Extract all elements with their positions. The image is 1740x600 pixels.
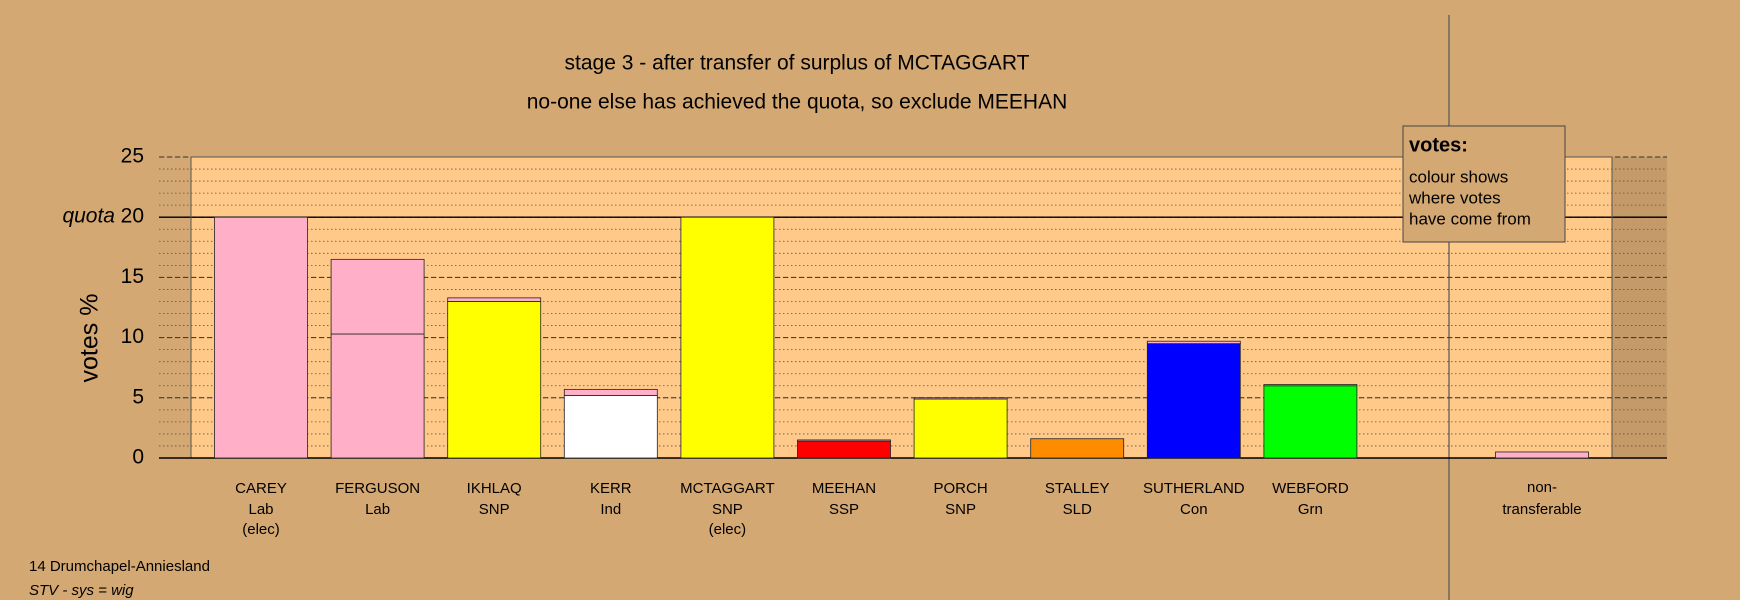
x-tick-label: (elec)	[242, 521, 280, 538]
x-tick-label: IKHLAQ	[467, 480, 522, 497]
x-tick-label: non-	[1527, 479, 1557, 496]
x-tick-label: FERGUSON	[335, 480, 420, 497]
bar-segment	[563, 388, 658, 396]
footer: 14 Drumchapel-Anniesland	[29, 558, 210, 575]
bar-segment	[913, 398, 1008, 459]
x-tick-label: SUTHERLAND	[1143, 480, 1245, 497]
bar-segment	[797, 439, 891, 442]
x-tick-label: SNP	[945, 501, 976, 518]
y-tick-label: 0	[132, 446, 144, 469]
bar-segment	[330, 333, 425, 459]
x-tick-label: KERR	[590, 480, 632, 497]
x-tick-label: Lab	[365, 501, 390, 518]
legend-text: colour shows	[1409, 167, 1508, 186]
bar-segment	[1263, 384, 1358, 387]
plot-panel	[191, 157, 1612, 458]
x-tick-label: Lab	[248, 501, 273, 518]
x-tick-label: (elec)	[709, 521, 747, 538]
bar-segment	[1495, 451, 1589, 459]
x-tick-label: STALLEY	[1045, 480, 1110, 497]
y-tick-label: 20	[121, 205, 144, 228]
bar-segment	[913, 397, 1008, 400]
bar-segment	[214, 216, 308, 459]
chart-title: stage 3 - after transfer of surplus of M…	[565, 52, 1030, 75]
bar-segment	[1263, 385, 1358, 459]
x-tick-label: SNP	[712, 501, 743, 518]
bar-segment	[447, 297, 542, 302]
footer: STV - sys = wig	[29, 582, 134, 599]
legend: votes: colour shows where votes have com…	[1402, 125, 1566, 243]
x-tick-label: Grn	[1298, 501, 1323, 518]
x-tick-label: SNP	[479, 501, 510, 518]
x-tick-label: Ind	[600, 501, 621, 518]
x-tick-label: CAREY	[235, 480, 287, 497]
x-tick-label: PORCH	[934, 480, 988, 497]
y-tick-label: 5	[132, 385, 144, 408]
legend-text: have come from	[1409, 209, 1531, 228]
bar-segment	[1146, 343, 1241, 459]
y-tick-label: 15	[121, 265, 144, 288]
bar-segment	[330, 258, 425, 335]
bar-segment	[447, 301, 542, 459]
quota-label: quota	[62, 205, 115, 228]
x-tick-label: SLD	[1063, 501, 1092, 518]
bar-segment	[1146, 340, 1241, 345]
x-tick-label: transferable	[1502, 501, 1581, 518]
x-tick-label: MEEHAN	[812, 480, 876, 497]
bar-segment	[680, 216, 775, 459]
bar-segment	[563, 394, 658, 459]
bar-segment	[1030, 438, 1125, 459]
chart-subtitle: no-one else has achieved the quota, so e…	[527, 91, 1068, 114]
x-tick-label: SSP	[829, 501, 859, 518]
y-tick-label: 10	[121, 325, 144, 348]
legend-text: where votes	[1408, 188, 1501, 207]
legend-title: votes:	[1409, 134, 1468, 156]
y-axis-label: votes %	[76, 294, 104, 383]
plot-margin	[1612, 157, 1667, 458]
legend-box	[1402, 125, 1566, 243]
x-tick-label: MCTAGGART	[680, 480, 774, 497]
bar-segment	[797, 440, 891, 459]
x-tick-label: WEBFORD	[1272, 480, 1349, 497]
x-tick-label: Con	[1180, 501, 1208, 518]
y-tick-label: 25	[121, 145, 144, 168]
